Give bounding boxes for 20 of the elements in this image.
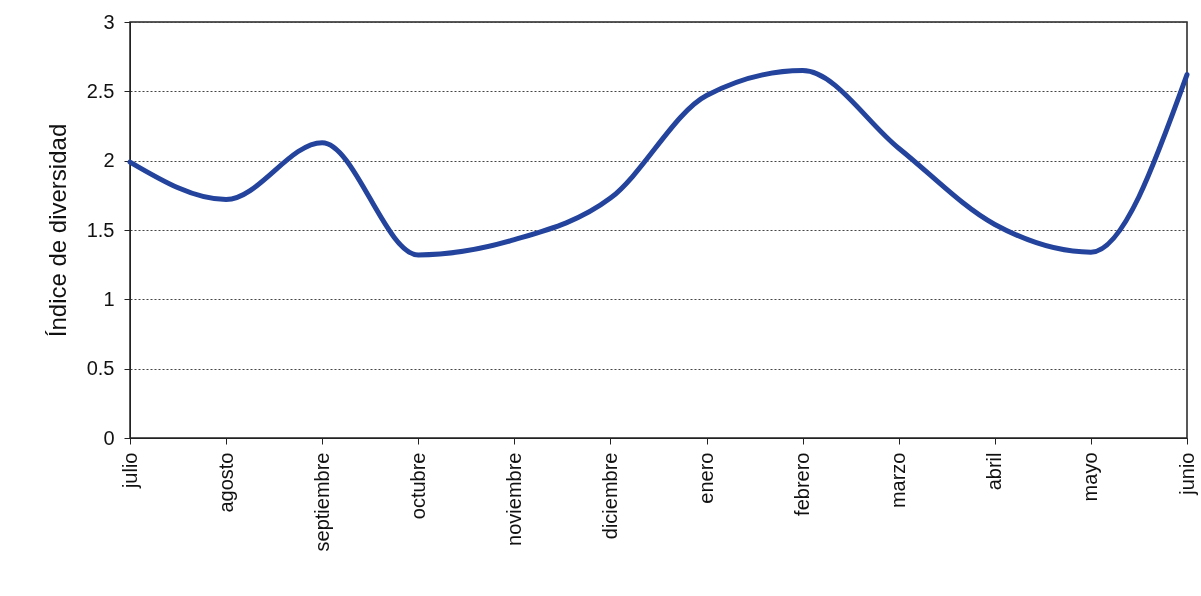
x-tick-label: septiembre [310, 452, 333, 552]
x-tick-label: julio [118, 452, 141, 490]
x-tick-label: abril [983, 452, 1006, 491]
y-axis-title: Índice de diversidad [43, 123, 71, 338]
y-tick-label: 2 [103, 149, 115, 172]
y-tick-label: 0 [103, 426, 115, 449]
x-tick-label: noviembre [502, 452, 525, 546]
y-tick-label: 2.5 [86, 79, 115, 102]
y-tick-label: 0.5 [86, 357, 115, 380]
y-tick-label: 3 [103, 10, 115, 33]
x-tick-label: febrero [791, 452, 814, 516]
y-tick-label: 1.5 [86, 218, 115, 241]
x-tick-label: octubre [406, 452, 429, 520]
x-tick-label: mayo [1079, 452, 1102, 502]
y-tick-label: 1 [103, 287, 115, 310]
x-tick-label: enero [695, 452, 718, 504]
x-tick-label: marzo [887, 452, 910, 509]
x-tick-label: agosto [214, 452, 237, 513]
x-tick-label: diciembre [598, 452, 621, 540]
x-tick-label: junio [1175, 452, 1198, 496]
